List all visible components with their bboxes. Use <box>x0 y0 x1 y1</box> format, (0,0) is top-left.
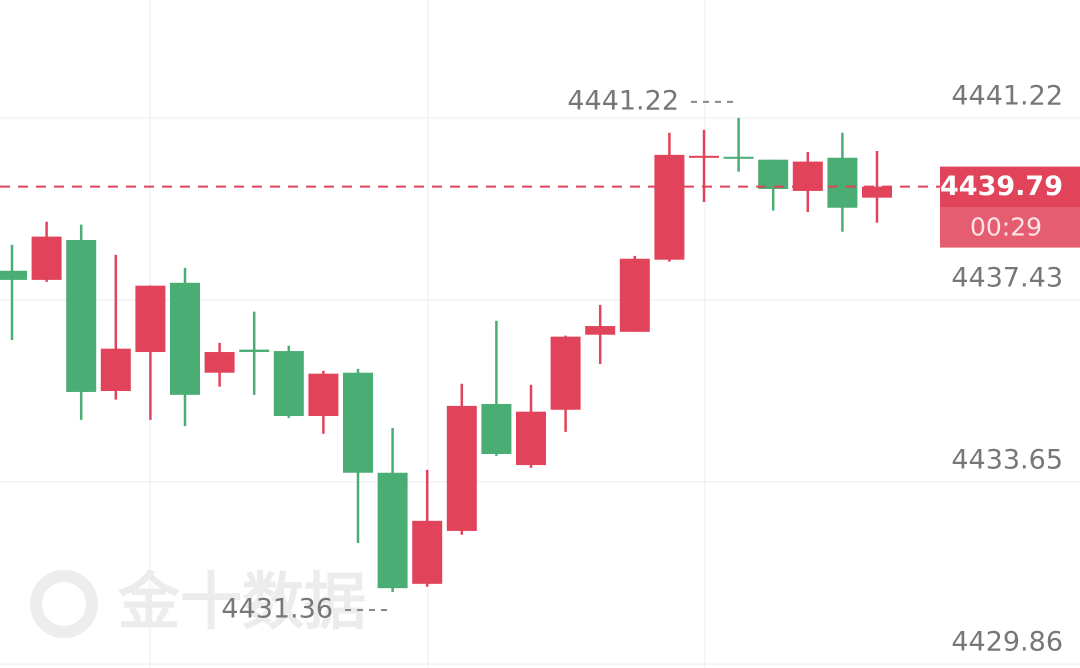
candle-body <box>758 159 789 190</box>
candle-body <box>377 472 408 589</box>
countdown-label: 00:29 <box>970 213 1042 242</box>
candle-body <box>170 282 200 395</box>
watermark-text: 金十数据 <box>117 565 366 638</box>
current-price-label: 4439.79 <box>940 171 1063 202</box>
candle-body <box>239 349 270 353</box>
candle-body <box>31 236 62 280</box>
y-tick-label: 4441.22 <box>951 80 1063 111</box>
candle-body <box>0 270 27 280</box>
candle-body <box>654 154 685 260</box>
price-tag <box>940 166 1080 208</box>
min-label: 4431.36 <box>221 594 333 625</box>
candle-body <box>862 186 892 198</box>
candle-body <box>446 405 477 531</box>
max-label: 4441.22 <box>567 85 679 116</box>
candle-body <box>308 373 339 416</box>
candle-body <box>827 157 858 208</box>
candle-body <box>100 348 131 391</box>
candle-body <box>585 326 616 335</box>
candle-body <box>550 336 581 410</box>
candle-body <box>516 411 546 466</box>
candle-body <box>619 258 650 332</box>
y-tick-label: 4437.43 <box>951 263 1063 294</box>
watermark: 金十数据 <box>30 565 366 638</box>
countdown-tag <box>940 207 1080 248</box>
candle-body <box>412 520 443 584</box>
candle-body <box>343 372 373 473</box>
candle-body <box>135 285 166 353</box>
candle-body <box>204 352 235 373</box>
candle-body <box>66 239 97 392</box>
candle-body <box>689 155 719 158</box>
y-tick-label: 4429.86 <box>951 627 1063 658</box>
watermark-logo <box>30 570 98 638</box>
candle-body <box>723 156 754 159</box>
candle-body <box>273 351 304 416</box>
candle-body <box>481 403 512 454</box>
y-tick-label: 4433.65 <box>951 444 1063 475</box>
